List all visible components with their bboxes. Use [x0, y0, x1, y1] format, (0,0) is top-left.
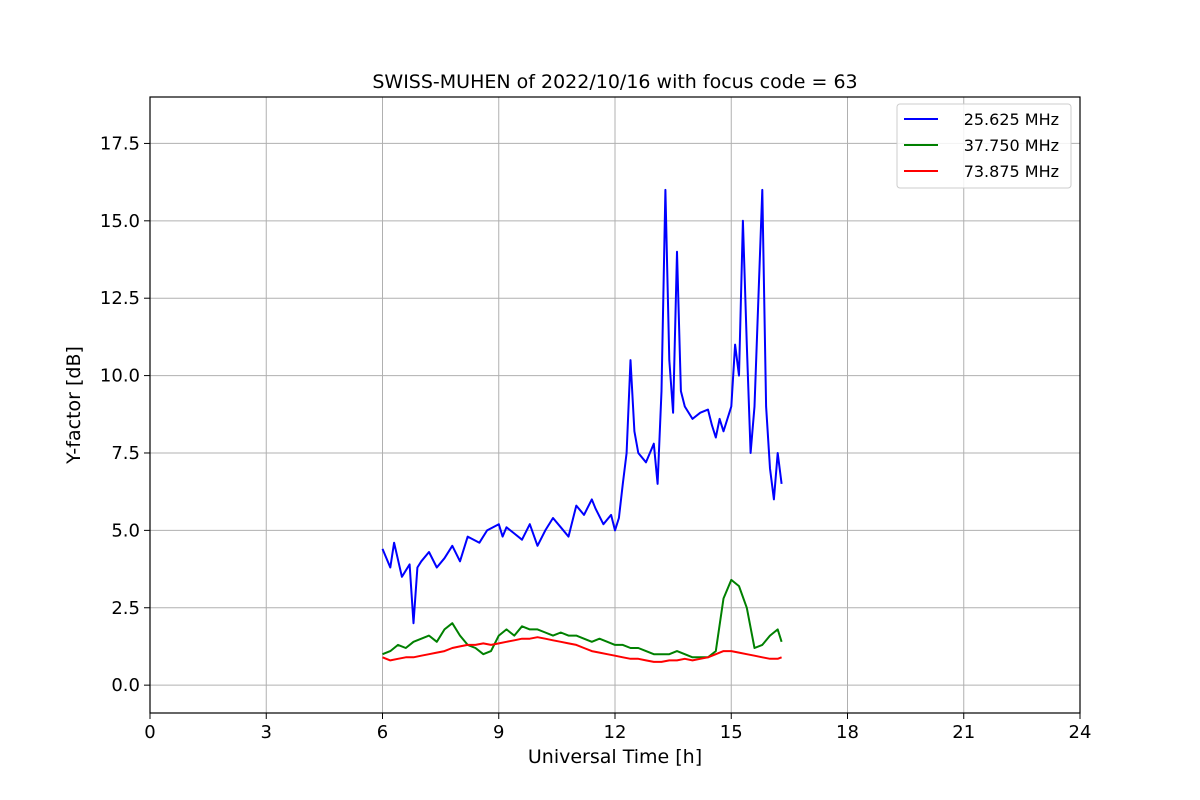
y-tick-label: 10.0	[100, 366, 140, 387]
chart-title: SWISS-MUHEN of 2022/10/16 with focus cod…	[372, 71, 857, 93]
legend: 25.625 MHz 37.750 MHz 73.875 MHz	[896, 103, 1072, 189]
y-tick-label: 5.0	[111, 520, 140, 541]
x-tick-label: 9	[493, 722, 504, 743]
legend-label-1: 25.625 MHz	[964, 110, 1059, 129]
y-tick-label: 7.5	[111, 443, 140, 464]
y-tick-label: 17.5	[100, 133, 140, 154]
y-axis-ticks: 0.0 2.5 5.0 7.5 10.0 12.5 15.0 17.5	[100, 133, 150, 696]
y-tick-label: 2.5	[111, 598, 140, 619]
series-layer	[381, 188, 783, 663]
legend-box	[896, 103, 1072, 189]
y-tick-label: 0.0	[111, 675, 140, 696]
y-axis-label: Y-factor [dB]	[63, 346, 85, 465]
x-tick-label: 18	[836, 722, 859, 743]
y-tick-label: 15.0	[100, 211, 140, 232]
x-tick-label: 3	[261, 722, 272, 743]
x-tick-label: 15	[720, 722, 743, 743]
x-axis-ticks: 0 3 6 9 12 15 18 21 24	[144, 713, 1091, 743]
x-axis-label: Universal Time [h]	[528, 746, 702, 768]
x-tick-label: 6	[377, 722, 388, 743]
series-line-3	[382, 636, 782, 663]
legend-label-3: 73.875 MHz	[964, 162, 1059, 181]
x-tick-label: 12	[604, 722, 627, 743]
legend-label-2: 37.750 MHz	[964, 136, 1059, 155]
series-line-1	[381, 188, 783, 625]
x-tick-label: 24	[1069, 722, 1092, 743]
x-tick-label: 21	[952, 722, 975, 743]
y-tick-label: 12.5	[100, 288, 140, 309]
series-line-2	[382, 578, 783, 659]
x-tick-label: 0	[144, 722, 155, 743]
